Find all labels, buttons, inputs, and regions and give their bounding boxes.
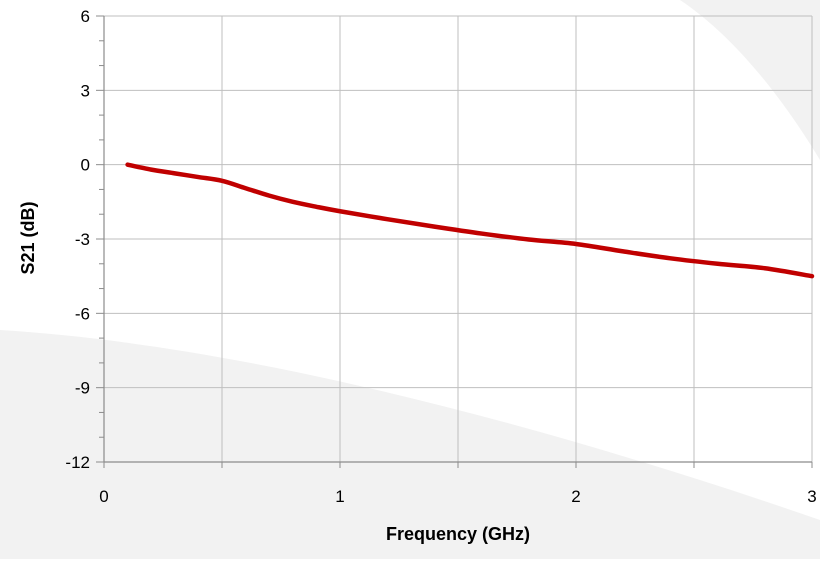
y-tick-label: -9 [75,379,90,398]
x-tick-label: 0 [99,487,108,506]
y-tick-label: 3 [81,81,90,100]
background-swoosh-top-right [680,0,820,160]
x-tick-label: 1 [335,487,344,506]
x-tick-label: 3 [807,487,816,506]
y-tick-label: -6 [75,304,90,323]
y-tick-label: 6 [81,7,90,26]
y-axis-title: S21 (dB) [18,201,38,274]
y-tick-label: -12 [65,453,90,472]
s21-series-line [125,162,815,279]
grid-lines [104,15,813,462]
tick-labels: 6 3 0 -3 -6 -9 -12 0 1 2 3 [65,7,816,506]
axes [96,15,813,468]
y-tick-label: 0 [81,156,90,175]
y-tick-label: -3 [75,230,90,249]
x-axis-title: Frequency (GHz) [386,524,530,544]
series-layer [125,162,815,279]
x-tick-label: 2 [571,487,580,506]
